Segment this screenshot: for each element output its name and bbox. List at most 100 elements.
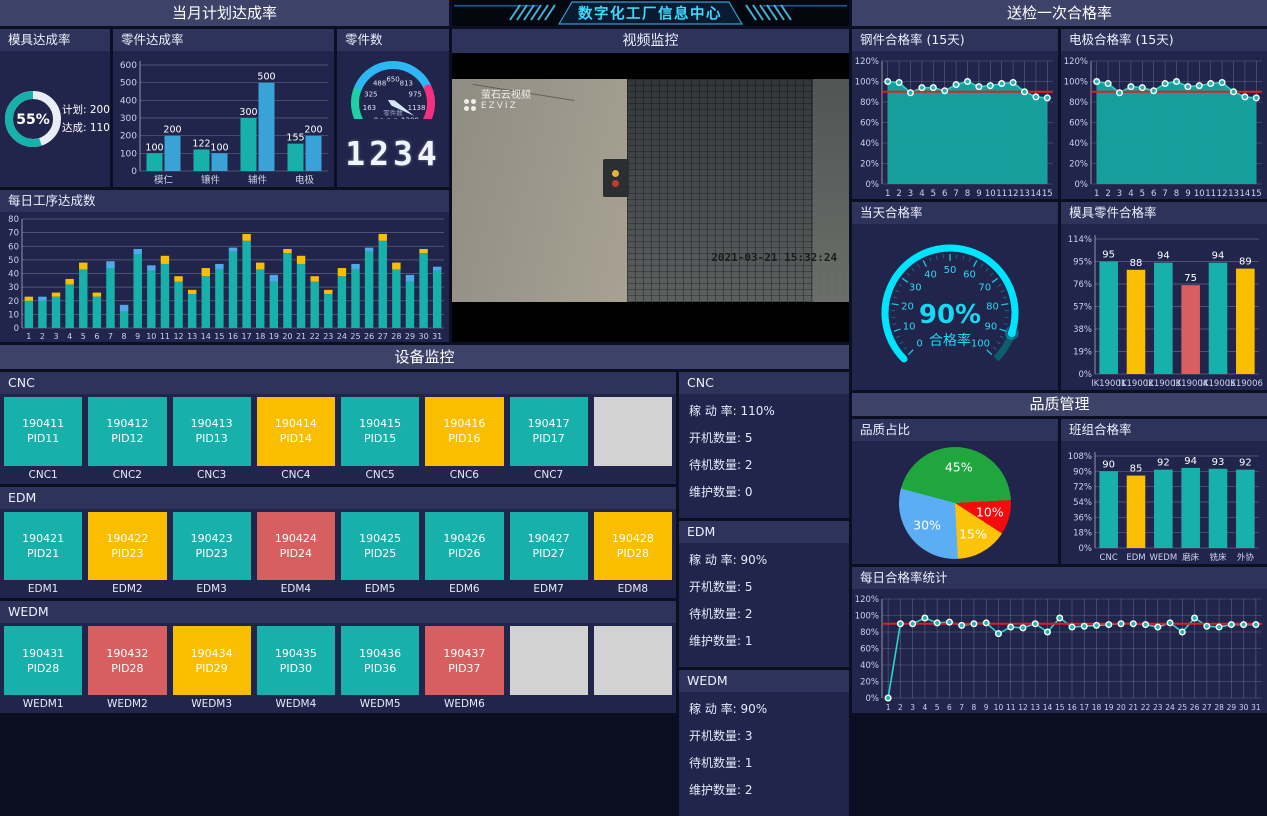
electrode-rate-title: 电极合格率 (15天) xyxy=(1061,29,1267,51)
svg-text:10: 10 xyxy=(985,189,996,199)
svg-text:13: 13 xyxy=(1019,189,1030,199)
svg-text:2: 2 xyxy=(40,332,45,341)
svg-text:合格率: 合格率 xyxy=(929,332,971,349)
stat-row: 开机数量: 3 xyxy=(689,727,839,744)
svg-text:22: 22 xyxy=(310,332,320,341)
svg-text:28: 28 xyxy=(1214,703,1224,712)
machine-tile-label: EDM2 xyxy=(88,582,166,596)
svg-text:18%: 18% xyxy=(1073,529,1092,539)
svg-text:31: 31 xyxy=(432,332,442,341)
svg-text:100: 100 xyxy=(120,149,137,159)
svg-text:100: 100 xyxy=(971,338,990,349)
svg-text:15: 15 xyxy=(214,332,224,341)
svg-text:20: 20 xyxy=(901,301,914,312)
svg-text:70: 70 xyxy=(978,283,991,294)
svg-text:25: 25 xyxy=(1178,703,1188,712)
svg-text:70: 70 xyxy=(8,229,19,239)
svg-text:13: 13 xyxy=(1030,703,1040,712)
svg-text:500: 500 xyxy=(257,72,275,83)
parts-count-title: 零件数 xyxy=(337,29,449,51)
svg-text:0: 0 xyxy=(14,324,19,334)
equipment-section-title: 设备监控 xyxy=(0,345,849,369)
watermark-icon xyxy=(464,99,469,104)
stat-row: 稼 动 率: 110% xyxy=(689,402,839,419)
svg-text:0%: 0% xyxy=(1079,370,1093,380)
stat-row: 开机数量: 5 xyxy=(689,578,839,595)
svg-text:0: 0 xyxy=(131,167,137,177)
inspection-section-title: 送检一次合格率 xyxy=(852,0,1267,26)
svg-text:94: 94 xyxy=(1212,251,1225,262)
mold-rate-title: 模具达成率 xyxy=(0,29,110,51)
svg-text:92: 92 xyxy=(1239,458,1252,469)
machine-tile-label xyxy=(510,697,588,711)
stat-row: 维护数量: 1 xyxy=(689,632,839,649)
svg-text:11: 11 xyxy=(1006,703,1016,712)
svg-text:100%: 100% xyxy=(855,612,879,622)
svg-text:40: 40 xyxy=(924,270,937,281)
svg-text:4: 4 xyxy=(919,189,924,199)
svg-text:EDM: EDM xyxy=(1126,553,1145,563)
machine-tile-label: CNC7 xyxy=(510,468,588,482)
video-feed[interactable]: 萤石云视频 EZVIZ 2021-03-21 15:32:24 xyxy=(452,53,849,342)
svg-text:80%: 80% xyxy=(1069,98,1088,108)
svg-text:40%: 40% xyxy=(1069,139,1088,149)
video-title: 视频监控 xyxy=(452,29,849,53)
machine-tile-label: EDM7 xyxy=(510,582,588,596)
machine-tile-label: EDM4 xyxy=(257,582,335,596)
svg-text:20%: 20% xyxy=(860,678,879,688)
svg-text:9: 9 xyxy=(984,703,989,712)
svg-text:30: 30 xyxy=(909,283,922,294)
svg-text:19%: 19% xyxy=(1073,348,1092,358)
svg-text:27: 27 xyxy=(1202,703,1212,712)
svg-text:20: 20 xyxy=(282,332,292,341)
svg-text:975: 975 xyxy=(408,90,421,98)
machine-tile-column xyxy=(591,397,675,482)
svg-text:40%: 40% xyxy=(860,139,879,149)
parts-count-panel: 零件数 016332548865081397511381300零件数1234 1… xyxy=(337,29,449,187)
svg-text:4: 4 xyxy=(67,332,72,341)
svg-text:9: 9 xyxy=(976,189,981,199)
svg-text:38%: 38% xyxy=(1073,325,1092,335)
equipment-stats-title: WEDM xyxy=(679,670,849,692)
svg-text:90%: 90% xyxy=(919,300,981,330)
svg-text:0: 0 xyxy=(374,116,378,119)
mold-rate-donut-chart: 55% xyxy=(0,52,64,186)
stat-row: 开机数量: 5 xyxy=(689,429,839,446)
svg-text:18: 18 xyxy=(1092,703,1102,712)
svg-text:120%: 120% xyxy=(855,57,879,67)
team-rate-title: 班组合格率 xyxy=(1061,419,1267,441)
svg-text:31: 31 xyxy=(1251,703,1261,712)
